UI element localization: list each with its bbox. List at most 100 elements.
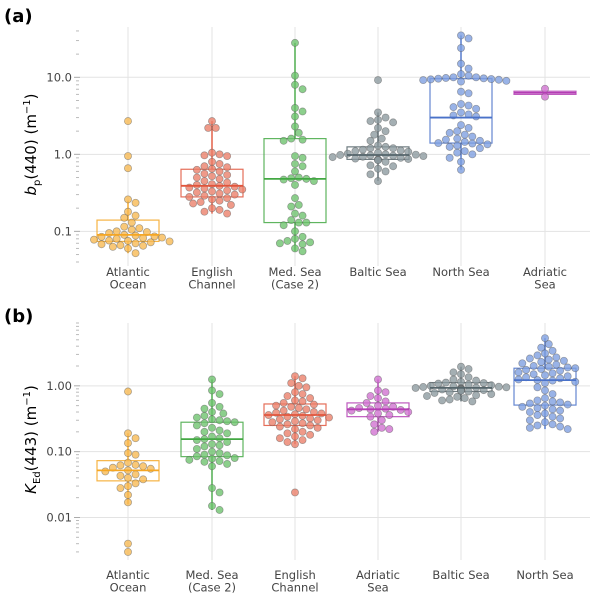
data-point bbox=[457, 87, 465, 96]
data-point bbox=[464, 71, 473, 80]
data-point bbox=[131, 239, 140, 248]
data-point bbox=[514, 368, 523, 377]
data-point bbox=[563, 372, 572, 381]
data-point bbox=[552, 360, 561, 369]
data-point bbox=[358, 145, 367, 154]
data-point bbox=[385, 411, 394, 419]
data-point bbox=[457, 165, 465, 174]
data-point bbox=[556, 422, 565, 431]
data-point bbox=[208, 454, 216, 463]
data-point bbox=[139, 462, 148, 471]
data-point bbox=[541, 334, 549, 343]
data-point bbox=[283, 237, 292, 245]
data-point bbox=[215, 441, 224, 450]
data-point bbox=[525, 423, 534, 432]
data-point bbox=[419, 383, 428, 391]
data-point bbox=[464, 380, 473, 389]
data-point bbox=[223, 451, 232, 460]
data-point bbox=[419, 76, 428, 85]
data-point bbox=[291, 372, 299, 381]
data-point bbox=[208, 423, 216, 432]
data-point bbox=[185, 455, 194, 464]
y-axis-label: KEd(443) (m−1) bbox=[22, 385, 43, 494]
category-label: Adriatic bbox=[356, 568, 400, 582]
category-label: (Case 2) bbox=[271, 278, 319, 292]
data-point bbox=[302, 218, 311, 227]
data-point bbox=[112, 234, 121, 243]
data-point bbox=[529, 362, 538, 370]
data-point bbox=[294, 218, 303, 227]
data-point bbox=[541, 418, 549, 427]
data-point bbox=[215, 390, 224, 398]
data-point bbox=[215, 488, 224, 497]
data-point bbox=[215, 160, 224, 168]
category-label: Atlantic bbox=[106, 568, 150, 582]
panel-a: (a) 0.11.010.0bp(440) (m−1)AtlanticOcean… bbox=[4, 6, 590, 292]
category-label: Atlantic bbox=[106, 265, 150, 279]
data-point bbox=[208, 462, 216, 471]
data-point bbox=[283, 438, 292, 446]
data-point bbox=[370, 130, 379, 139]
data-point bbox=[571, 364, 580, 373]
data-point bbox=[230, 190, 239, 199]
data-point bbox=[306, 394, 315, 403]
data-point bbox=[298, 162, 307, 171]
data-point bbox=[556, 366, 565, 375]
data-point bbox=[464, 124, 473, 132]
data-point bbox=[457, 31, 465, 40]
y-tick-label: 10.0 bbox=[46, 70, 72, 84]
data-point bbox=[291, 152, 299, 160]
data-point bbox=[192, 413, 201, 422]
data-point bbox=[112, 227, 121, 236]
data-point bbox=[449, 73, 458, 82]
data-point bbox=[298, 85, 307, 94]
data-point bbox=[389, 162, 398, 171]
data-point bbox=[131, 450, 140, 459]
y-tick-label: 1.0 bbox=[54, 147, 72, 161]
data-point bbox=[457, 370, 465, 379]
data-point bbox=[215, 426, 224, 435]
data-point bbox=[124, 244, 132, 253]
data-point bbox=[453, 141, 462, 150]
data-point bbox=[131, 211, 140, 220]
category-label: North Sea bbox=[516, 568, 573, 582]
data-point bbox=[124, 387, 132, 396]
data-point bbox=[90, 235, 98, 244]
data-point bbox=[541, 84, 549, 93]
data-point bbox=[185, 192, 194, 201]
data-point bbox=[291, 122, 299, 131]
data-point bbox=[377, 134, 386, 143]
data-point bbox=[208, 415, 216, 424]
data-point bbox=[192, 436, 201, 445]
data-point bbox=[291, 80, 299, 89]
data-point bbox=[120, 213, 129, 222]
data-point bbox=[127, 225, 136, 234]
data-point bbox=[208, 187, 216, 196]
category-group: Med. Sea(Case 2) bbox=[263, 38, 327, 292]
category-label: Channel bbox=[188, 278, 235, 292]
data-point bbox=[313, 416, 322, 425]
data-point bbox=[374, 108, 382, 117]
data-point bbox=[165, 237, 174, 246]
data-point bbox=[453, 127, 462, 136]
data-point bbox=[211, 124, 220, 132]
data-point bbox=[223, 194, 232, 203]
data-point bbox=[468, 139, 477, 148]
data-point bbox=[146, 238, 155, 247]
data-point bbox=[479, 74, 488, 83]
data-point bbox=[291, 71, 299, 80]
category-label: English bbox=[191, 265, 233, 279]
data-point bbox=[124, 449, 132, 458]
data-point bbox=[563, 363, 572, 372]
data-point bbox=[559, 356, 568, 365]
y-tick-label: 0.1 bbox=[54, 224, 72, 238]
data-point bbox=[291, 194, 299, 203]
data-point bbox=[487, 75, 496, 83]
data-point bbox=[336, 151, 345, 159]
data-point bbox=[434, 139, 443, 148]
data-point bbox=[381, 142, 390, 151]
data-point bbox=[374, 409, 382, 418]
data-point bbox=[351, 154, 360, 163]
